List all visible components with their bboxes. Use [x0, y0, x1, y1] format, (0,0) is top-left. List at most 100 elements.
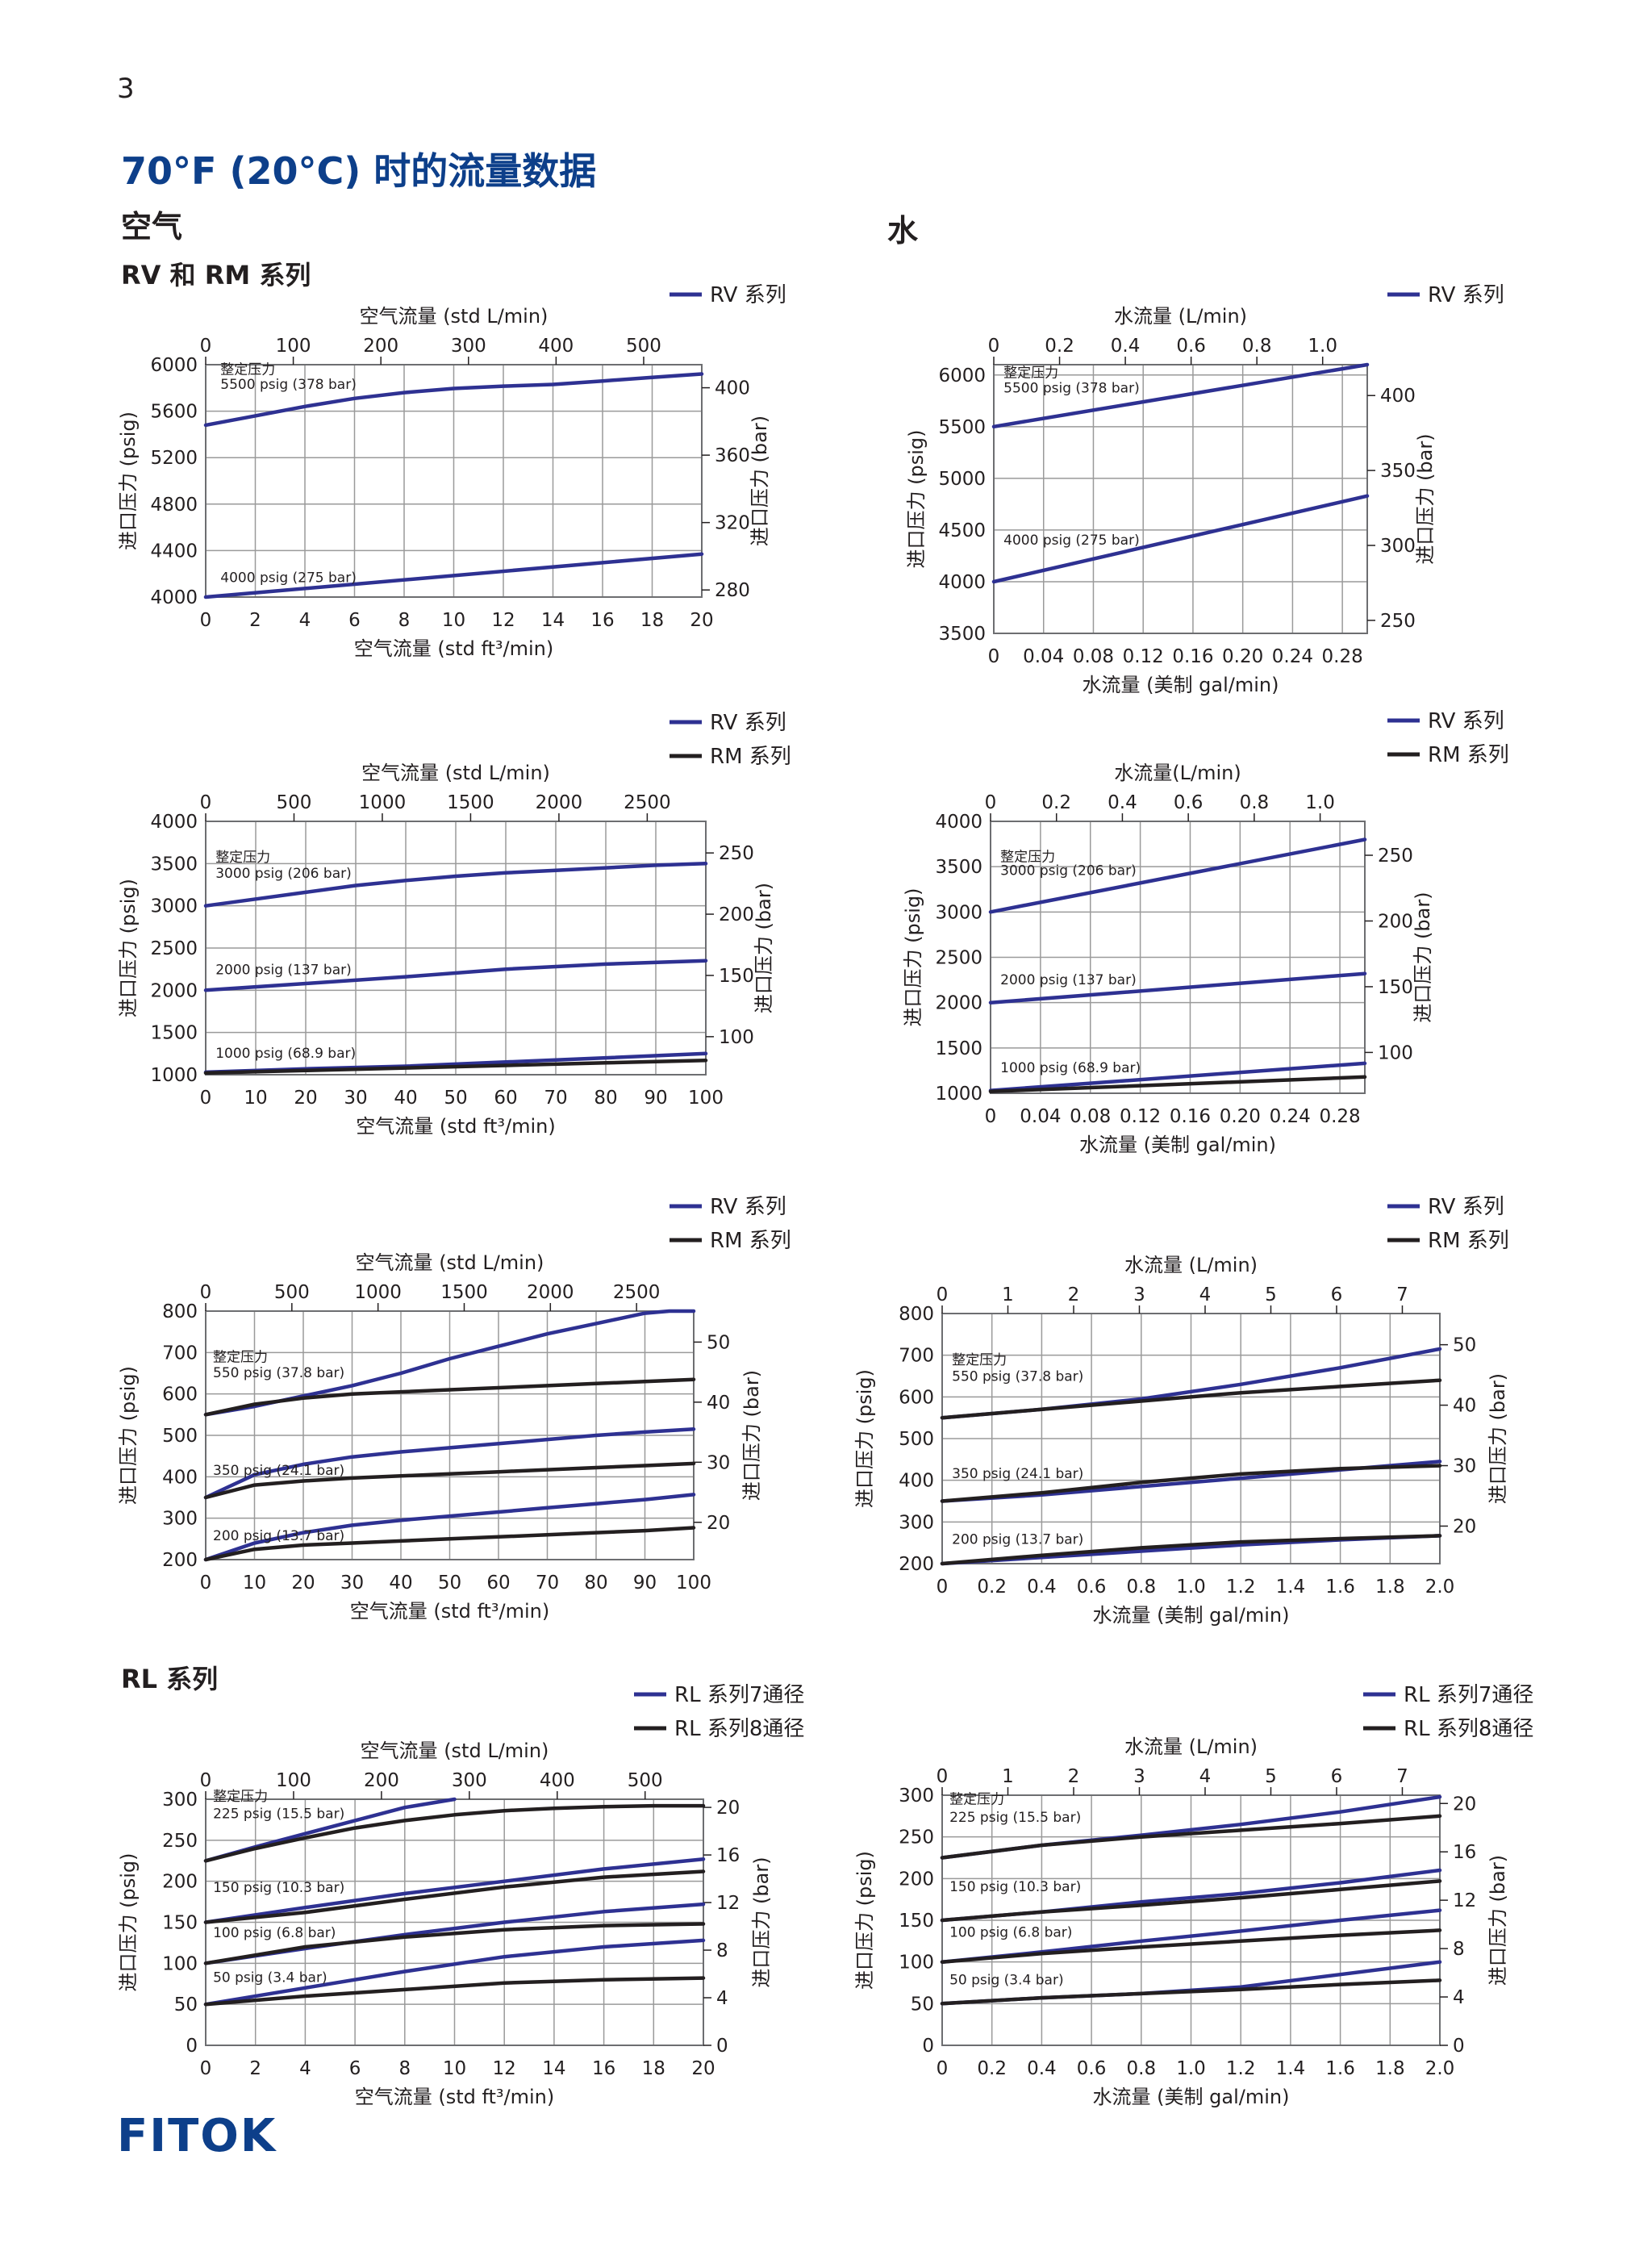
series-line-rl8: [940, 1814, 1442, 1860]
y2-tick-label: 8: [1453, 1939, 1465, 1960]
x-tick-label: 10: [243, 1573, 266, 1593]
x2-tick-label: 0: [200, 1770, 212, 1791]
y-tick-label: 500: [899, 1429, 934, 1450]
annotation-label: 50 psig (3.4 bar): [949, 1973, 1064, 1989]
x2-tick-label: 1000: [354, 1282, 402, 1303]
annotation-label: 整定压力: [215, 850, 270, 866]
series-line-rv: [991, 362, 1370, 429]
series-line-rl7: [203, 1857, 706, 1924]
x2-tick-label: 500: [274, 1282, 310, 1303]
x-tick-label: 80: [594, 1088, 617, 1109]
y-axis-title: 进口压力 (psig): [902, 888, 924, 1027]
legend-label: RL 系列7通径: [674, 1683, 804, 1707]
x-axis-title: 水流量 (美制 gal/min): [1083, 674, 1279, 696]
y-tick-label: 200: [162, 1550, 198, 1571]
legend-label: RM 系列: [710, 1229, 791, 1253]
series-line-rm: [940, 1534, 1442, 1566]
x2-tick-label: 500: [626, 336, 661, 357]
x2-tick-label: 0.8: [1240, 792, 1270, 813]
x-tick-label: 40: [394, 1088, 417, 1109]
y2-tick-label: 30: [1453, 1456, 1476, 1477]
x-tick-label: 0.28: [1319, 1106, 1360, 1127]
y-tick-label: 500: [162, 1426, 198, 1447]
series-line-rl8: [203, 1922, 706, 1965]
x-tick-label: 0.4: [1027, 1577, 1057, 1598]
x2-tick-label: 400: [540, 1770, 575, 1791]
chart-water-3000: 0 0.04 0.08 0.12 0.16 0.20 0.24 0.2810001500200…: [902, 709, 1509, 1156]
y2-tick-label: 8: [716, 1940, 728, 1961]
y-tick-label: 5200: [150, 448, 198, 469]
x2-tick-label: 200: [364, 1770, 399, 1791]
x-tick-label: 8: [398, 610, 411, 631]
annotation-label: 整定压力: [213, 1350, 268, 1366]
x2-tick-label: 0: [200, 792, 212, 813]
y2-tick-label: 20: [707, 1513, 730, 1534]
x2-tick-label: 0.4: [1108, 792, 1137, 813]
y-tick-label: 4000: [935, 812, 982, 833]
x-axis-title: 水流量 (美制 gal/min): [1093, 2086, 1290, 2108]
y2-tick-label: 50: [1453, 1335, 1476, 1356]
y-tick-label: 100: [899, 1953, 934, 1974]
y2-tick-label: 250: [1378, 846, 1413, 867]
x-tick-label: 70: [536, 1573, 559, 1593]
annotation-label: 200 psig (13.7 bar): [213, 1528, 344, 1544]
legend-label: RM 系列: [1428, 743, 1509, 767]
fitok-logo: FITOK: [117, 2110, 277, 2162]
series-line-rm: [203, 1058, 708, 1076]
x-tick-label: 0.4: [1027, 2058, 1057, 2079]
x-tick-label: 1.4: [1276, 1577, 1306, 1598]
x-tick-label: 2.0: [1425, 1577, 1455, 1598]
x-tick-label: 20: [291, 1573, 315, 1593]
y-tick-label: 150: [899, 1911, 934, 1932]
y2-axis-title: 进口压力 (bar): [753, 883, 775, 1013]
x-tick-label: 2.0: [1425, 2058, 1455, 2079]
y-axis-title: 进口压力 (psig): [853, 1851, 876, 1990]
y-tick-label: 250: [899, 1827, 934, 1848]
y2-tick-label: 100: [1378, 1042, 1413, 1063]
x2-tick-label: 0: [937, 1766, 949, 1787]
annotation-label: 5500 psig (378 bar): [1003, 381, 1140, 397]
x2-tick-label: 6: [1331, 1766, 1343, 1787]
x2-tick-label: 200: [363, 336, 398, 357]
chart-air-550: 0 10 20 30 40 50 60 70 80 90 100200300400500600700…: [117, 1195, 791, 1623]
legend-label: RV 系列: [1428, 283, 1504, 307]
plot-frame: [993, 364, 1368, 634]
annotation-label: 150 psig (10.3 bar): [213, 1880, 344, 1896]
annotation-label: 550 psig (37.8 bar): [213, 1365, 344, 1381]
y-tick-label: 300: [162, 1509, 198, 1530]
annotation-label: 350 psig (24.1 bar): [213, 1463, 344, 1479]
x-tick-label: 1.4: [1276, 2058, 1306, 2079]
x-tick-label: 20: [690, 610, 713, 631]
x-tick-label: 0.16: [1170, 1106, 1211, 1127]
y-tick-label: 700: [899, 1346, 934, 1367]
y2-tick-label: 200: [1378, 911, 1413, 932]
series-line-rv: [203, 552, 704, 599]
x-tick-label: 0.8: [1127, 1577, 1157, 1598]
x-tick-label: 70: [544, 1088, 567, 1109]
x-tick-label: 0.28: [1322, 646, 1363, 667]
y2-axis-title: 进口压力 (bar): [1412, 892, 1434, 1022]
legend-label: RV 系列: [1428, 709, 1504, 733]
air-section-heading: 空气: [121, 209, 183, 244]
chart-water-rl: 0 0.2 0.4 0.6 0.8 1.0 1.2 1.4 1.6 1.8 2.0050100150…: [853, 1683, 1533, 2108]
series-line-rl8: [203, 1803, 706, 1863]
y2-tick-label: 400: [1380, 386, 1416, 407]
y-tick-label: 50: [174, 1994, 198, 2015]
y-axis-title: 进口压力 (psig): [117, 1853, 140, 1992]
y2-tick-label: 30: [707, 1452, 730, 1473]
x2-tick-label: 1.0: [1305, 792, 1335, 813]
series-line-rl8: [940, 1879, 1442, 1923]
y2-tick-label: 40: [707, 1393, 730, 1414]
x-tick-label: 6: [348, 610, 361, 631]
x2-tick-label: 500: [277, 792, 312, 813]
x-tick-label: 20: [294, 1088, 317, 1109]
plot-frame: [990, 821, 1366, 1094]
series-line-rm: [203, 1377, 696, 1417]
y2-tick-label: 16: [716, 1845, 740, 1866]
y-tick-label: 0: [922, 2036, 934, 2057]
x2-tick-label: 6: [1331, 1284, 1343, 1305]
series-line-rv: [203, 959, 708, 992]
legend-label: RV 系列: [710, 283, 786, 307]
x-tick-label: 0.04: [1020, 1106, 1061, 1127]
